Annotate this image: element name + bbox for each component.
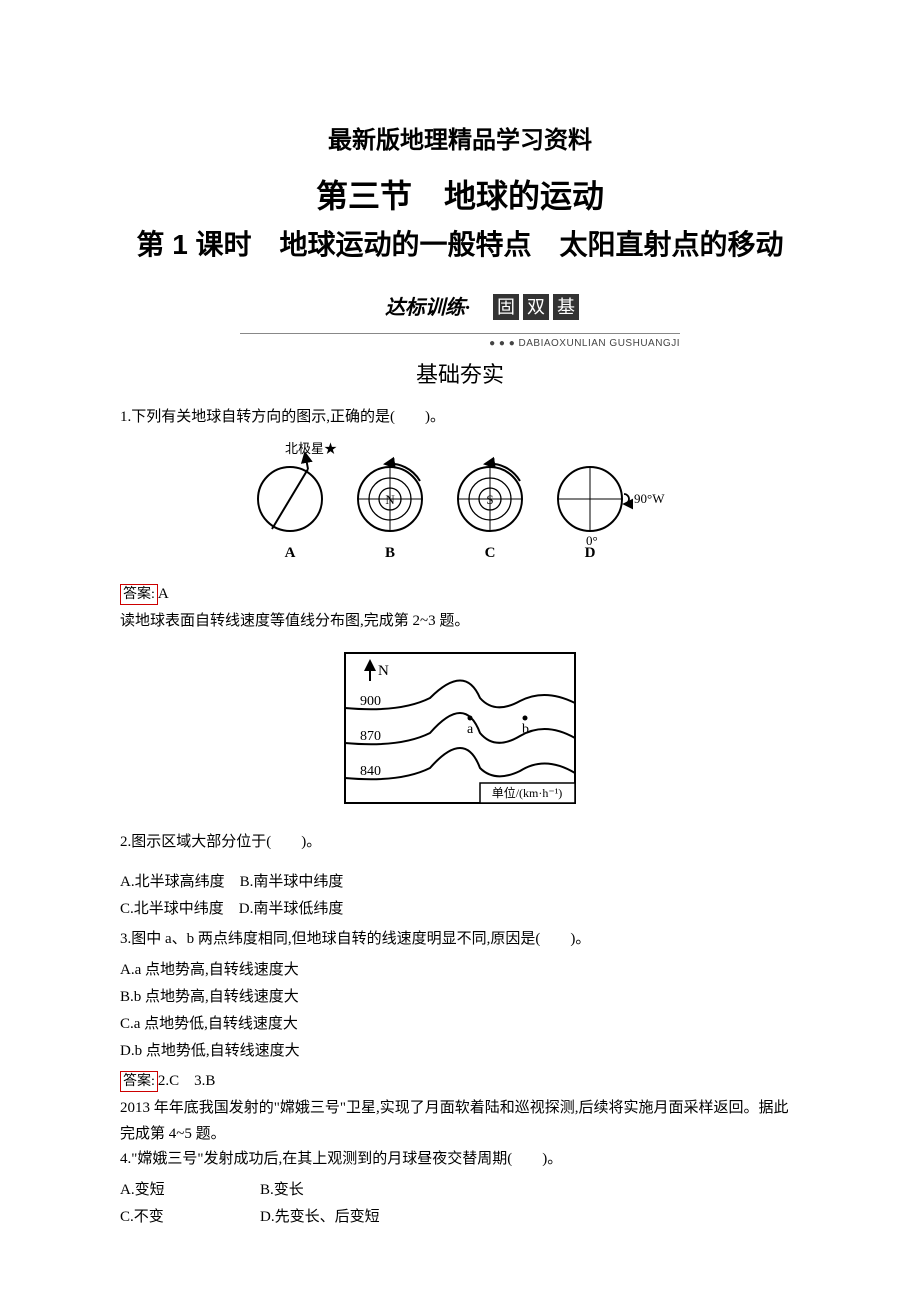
q3-C: C.a 点地势低,自转线速度大 xyxy=(120,1011,800,1038)
banner-sub: ● ● ● DABIAOXUNLIAN GUSHUANGJI xyxy=(120,338,680,349)
chart23: N 900 870 840 a b 单位/(km·h⁻¹) xyxy=(120,643,800,818)
svg-text:A: A xyxy=(285,545,296,561)
svg-text:单位/(km·h⁻¹): 单位/(km·h⁻¹) xyxy=(492,785,563,800)
q1-answer-value: A xyxy=(158,586,169,602)
q2-A: A.北半球高纬度 xyxy=(120,874,225,890)
svg-text:90°W: 90°W xyxy=(634,491,665,506)
svg-text:840: 840 xyxy=(360,764,381,779)
answer-label-2: 答案: xyxy=(120,1071,158,1093)
q4-D: D.先变长、后变短 xyxy=(260,1204,400,1231)
svg-text:b: b xyxy=(522,722,529,737)
q4-text: 4."嫦娥三号"发射成功后,在其上观测到的月球昼夜交替周期( )。 xyxy=(120,1147,800,1173)
intro23: 读地球表面自转线速度等值线分布图,完成第 2~3 题。 xyxy=(120,609,800,635)
q4-options: A.变短B.变长 C.不变D.先变长、后变短 xyxy=(120,1177,800,1231)
q1-diagram: 北极星★ N xyxy=(120,439,800,574)
q1-optA xyxy=(258,453,322,531)
banner-underline xyxy=(240,333,680,334)
svg-text:a: a xyxy=(467,722,474,737)
banner-text: 达标训练· xyxy=(385,296,470,319)
q1-optC: S xyxy=(458,463,522,530)
q3-options: A.a 点地势高,自转线速度大 B.b 点地势高,自转线速度大 C.a 点地势低… xyxy=(120,957,800,1065)
q4-C: C.不变 xyxy=(120,1204,260,1231)
q2-options: A.北半球高纬度 B.南半球中纬度 C.北半球中纬度 D.南半球低纬度 xyxy=(120,869,800,923)
svg-text:900: 900 xyxy=(360,694,381,709)
q2-B: B.南半球中纬度 xyxy=(240,874,344,890)
svg-text:C: C xyxy=(485,545,496,561)
svg-text:双: 双 xyxy=(527,297,545,317)
svg-text:870: 870 xyxy=(360,729,381,744)
ans23: 答案:2.C 3.B xyxy=(120,1069,800,1095)
q2-D: D.南半球低纬度 xyxy=(239,901,344,917)
intro45: 2013 年年底我国发射的"嫦娥三号"卫星,实现了月面软着陆和巡视探测,后续将实… xyxy=(120,1096,800,1147)
q1-text-span: 1.下列有关地球自转方向的图示,正确的是( )。 xyxy=(120,409,445,425)
svg-text:N: N xyxy=(385,492,395,507)
q1-optB: N xyxy=(358,463,422,530)
banner: 达标训练· 固 双 基 xyxy=(120,292,800,331)
banner-boxes: 固 双 基 xyxy=(493,294,579,320)
q3-B: B.b 点地势高,自转线速度大 xyxy=(120,984,800,1011)
q4-B: B.变长 xyxy=(260,1177,400,1204)
svg-text:S: S xyxy=(486,492,493,507)
q1-optD: 90°W 0° xyxy=(558,467,665,548)
title-chapter: 第三节 地球的运动 xyxy=(120,171,800,217)
chart23-svg: N 900 870 840 a b 单位/(km·h⁻¹) xyxy=(330,643,590,813)
banner-svg: 达标训练· 固 双 基 xyxy=(245,292,675,326)
q1-answer: 答案:A xyxy=(120,582,800,608)
svg-text:B: B xyxy=(385,545,395,561)
section-head: 基础夯实 xyxy=(120,357,800,389)
title-lesson: 第 1 课时 地球运动的一般特点 太阳直射点的移动 xyxy=(120,225,800,264)
svg-text:N: N xyxy=(378,663,389,679)
page: 最新版地理精品学习资料 第三节 地球的运动 第 1 课时 地球运动的一般特点 太… xyxy=(0,0,920,1275)
q3-A: A.a 点地势高,自转线速度大 xyxy=(120,957,800,984)
q4-A: A.变短 xyxy=(120,1177,260,1204)
q2-text: 2.图示区域大部分位于( )。 xyxy=(120,830,800,856)
q1-text: 1.下列有关地球自转方向的图示,正确的是( )。 xyxy=(120,405,800,431)
answer-label: 答案: xyxy=(120,584,158,606)
ans23-value: 2.C 3.B xyxy=(158,1073,216,1089)
q1-svg: 北极星★ N xyxy=(240,439,680,569)
q3-text: 3.图中 a、b 两点纬度相同,但地球自转的线速度明显不同,原因是( )。 xyxy=(120,927,800,953)
q2-C: C.北半球中纬度 xyxy=(120,901,224,917)
polaris-label: 北极星★ xyxy=(285,441,337,456)
q3-D: D.b 点地势低,自转线速度大 xyxy=(120,1038,800,1065)
svg-text:D: D xyxy=(585,545,596,561)
svg-text:基: 基 xyxy=(557,297,575,317)
svg-text:固: 固 xyxy=(497,297,515,317)
title-main: 最新版地理精品学习资料 xyxy=(120,120,800,155)
